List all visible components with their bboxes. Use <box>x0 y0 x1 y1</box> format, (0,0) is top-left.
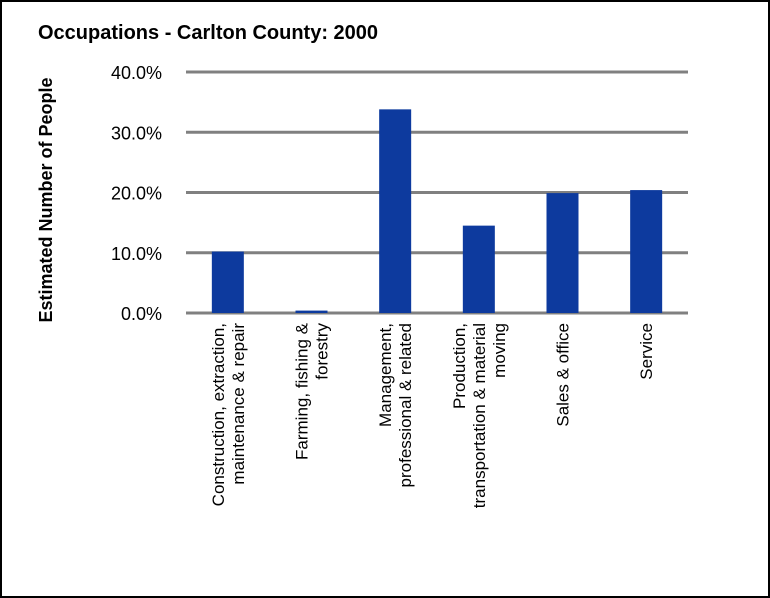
bar <box>379 109 412 313</box>
y-tick-label: 20.0% <box>111 184 162 204</box>
x-category-label: Management, <box>376 323 395 427</box>
x-category-label: Sales & office <box>554 323 573 427</box>
y-axis-title: Estimated Number of People <box>36 77 56 322</box>
x-category-label: Service <box>637 323 656 380</box>
x-category-label: forestry <box>313 323 332 380</box>
category-labels: Construction, extraction, maintenance & r… <box>209 322 656 508</box>
bar <box>295 310 328 313</box>
x-category-label: Construction, extraction, <box>209 323 228 506</box>
bar <box>211 251 244 313</box>
x-category-label: Production, <box>450 323 469 409</box>
gridlines <box>186 70 688 315</box>
x-category-label: Farming, fishing & <box>293 322 312 460</box>
y-axis-ticks: 0.0% 10.0% 20.0% 30.0% 40.0% <box>111 63 162 324</box>
x-category-label: professional & related <box>396 323 415 487</box>
bars <box>211 109 663 313</box>
bar <box>630 190 663 313</box>
bar <box>462 225 495 313</box>
y-tick-label: 40.0% <box>111 63 162 83</box>
chart-title: Occupations - Carlton County: 2000 <box>38 22 379 44</box>
y-tick-label: 10.0% <box>111 244 162 264</box>
x-category-label: transportation & material <box>470 323 489 508</box>
y-tick-label: 30.0% <box>111 123 162 143</box>
x-category-label: moving <box>490 323 509 378</box>
x-category-label: maintenance & repair <box>229 323 248 485</box>
y-tick-label: 0.0% <box>121 304 162 324</box>
bar <box>546 193 579 313</box>
